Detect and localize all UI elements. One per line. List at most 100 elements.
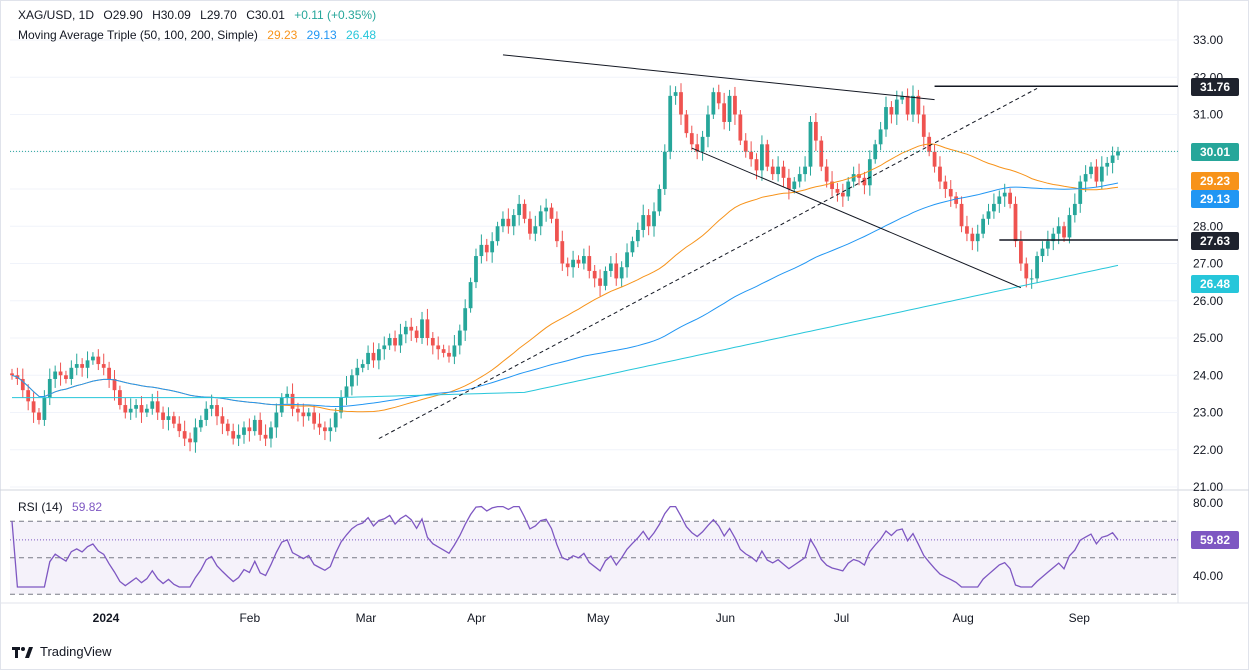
candle-body [684,114,689,134]
candle-body [797,174,802,182]
candle-body [1051,233,1056,242]
candle-body [706,114,710,137]
candle-body [53,371,58,379]
candle-body [754,159,759,171]
candle-body [646,215,651,227]
candle-body [188,438,192,443]
candle-body [635,229,640,242]
candle-body [317,423,322,428]
candle-body [274,412,279,428]
candle-body [819,140,824,167]
price-tag: 31.76 [1191,78,1239,96]
candle-body [150,401,155,409]
change-value: +0.11 (+0.35%) [294,8,377,22]
candle-body [948,189,953,197]
candle-body [1062,226,1066,238]
close-value: C30.01 [246,8,285,22]
candle-body [204,408,209,420]
candle-body [641,215,646,230]
candle-body [544,207,549,212]
ma200-value: 26.48 [346,28,377,42]
candle-body [355,367,360,376]
candle-body [630,241,635,253]
rsi-line [11,505,1119,588]
candle-body [501,218,505,227]
candle-body [42,397,47,420]
candle-body [26,390,31,402]
candle-body [258,419,263,435]
candle-body [1008,192,1012,204]
candle-body [522,203,527,219]
candle-body [867,159,872,186]
candle-body [1013,203,1018,242]
rsi-header-value: 59.82 [72,500,103,514]
price-tick-label: 22.00 [1193,443,1223,457]
candle-body [387,338,392,346]
candle-body [911,95,915,115]
candle-body [463,308,468,331]
rsi-label[interactable]: RSI (14) [18,500,63,514]
candle-body [959,203,964,227]
symbol-label[interactable]: XAG/USD, 1D [18,8,95,22]
rsi-value-tag: 59.82 [1191,530,1239,549]
candle-body [625,252,629,268]
candle-body [112,378,117,391]
candle-body [873,144,878,160]
candle-body [571,259,575,268]
candle-body [900,95,905,100]
candle-body [1002,192,1007,197]
candle-body [722,103,727,122]
candle-body [830,181,834,189]
candle-body [916,95,921,115]
candle-body [382,345,387,350]
candle-body [447,352,451,357]
tradingview-icon [12,646,33,658]
candle-body [398,334,403,346]
candle-body [144,408,149,413]
candle-body [662,151,667,189]
candle-body [333,412,338,428]
candle-body [1029,278,1034,280]
candle-body [269,427,273,439]
candle-body [139,405,144,413]
candle-body [328,427,333,432]
candle-body [414,330,419,338]
candle-body [107,367,112,379]
candle-body [1018,241,1023,264]
candle-body [285,393,290,398]
candle-body [986,211,991,219]
candle-body [290,393,295,409]
tradingview-logo[interactable]: TradingView [12,644,112,659]
candle-body [528,218,532,234]
upper-trendline [502,54,935,101]
candle-body [975,233,980,242]
candle-body [603,270,608,286]
candle-body [425,319,430,338]
high-value: H30.09 [152,8,191,22]
time-tick-label: Jul [834,611,849,625]
candle-body [884,107,888,130]
candle-body [409,326,414,331]
candle-body [236,434,241,439]
candle-body [155,401,160,413]
time-tick-label: Mar [356,611,377,625]
ma-label[interactable]: Moving Average Triple (50, 100, 200, Sim… [18,28,258,42]
candle-body [198,419,203,428]
candle-body [992,203,996,212]
candle-body [252,419,257,432]
price-tag: 29.23 [1191,172,1239,190]
candle-body [813,121,818,141]
candle-body [495,226,500,242]
candle-body [997,196,1002,204]
candle-body [1083,174,1088,182]
price-tick-label: 24.00 [1193,368,1223,382]
candle-body [1110,155,1115,163]
rsi-header: RSI (14) 59.82 [18,500,108,514]
candle-body [652,211,656,227]
candle-body [85,360,90,368]
candle-body [1035,256,1039,279]
price-tick-label: 25.00 [1193,331,1223,345]
candle-body [74,364,79,368]
candle-body [905,95,910,115]
